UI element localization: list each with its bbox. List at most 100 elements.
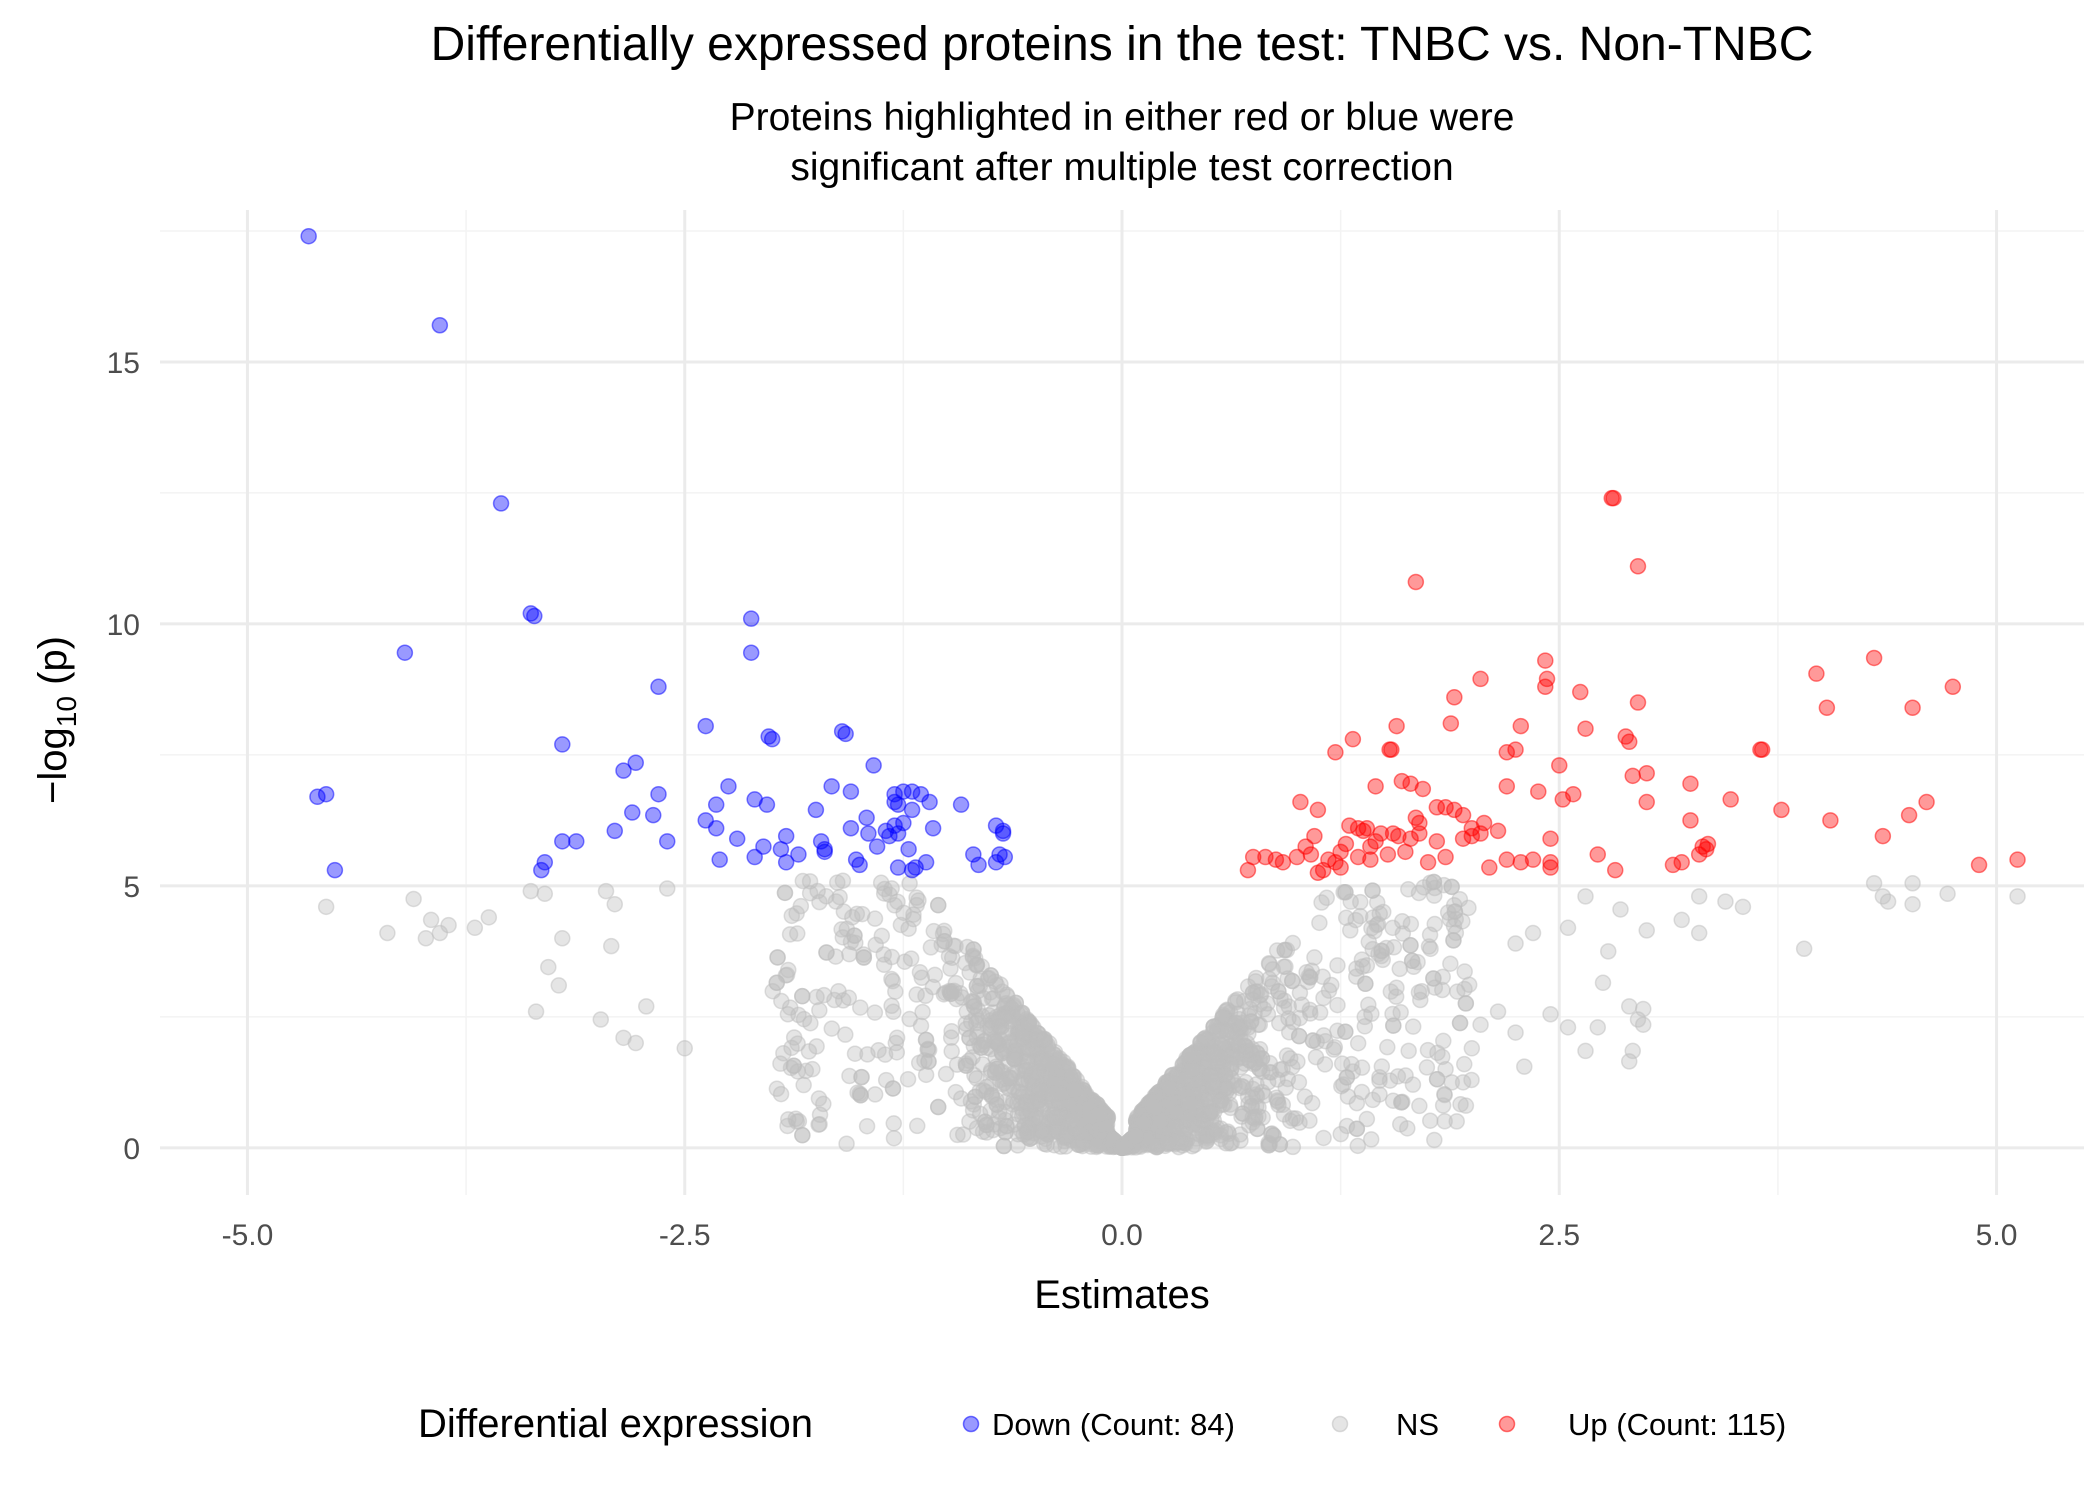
up-point bbox=[1542, 830, 1559, 847]
down-point bbox=[728, 830, 746, 847]
x-tick-label: 0.0 bbox=[1101, 1219, 1143, 1252]
down-point bbox=[758, 796, 776, 813]
ns-point bbox=[909, 1117, 926, 1135]
ns-point bbox=[1404, 1018, 1422, 1035]
up-point bbox=[1551, 757, 1568, 774]
up-point bbox=[1442, 715, 1460, 732]
up-point bbox=[1481, 859, 1498, 876]
ns-point bbox=[792, 897, 810, 915]
ns-point bbox=[1373, 1058, 1391, 1075]
ns-point bbox=[1939, 885, 1956, 902]
up-point bbox=[1865, 649, 1883, 667]
ns-point bbox=[1388, 979, 1405, 996]
ns-point bbox=[1397, 1067, 1414, 1084]
ns-point bbox=[990, 1010, 1007, 1028]
down-point bbox=[568, 833, 585, 850]
y-axis-title-subscript: 10 bbox=[51, 696, 82, 727]
ns-point bbox=[1364, 1091, 1381, 1109]
up-point bbox=[1524, 851, 1542, 868]
ns-point bbox=[1426, 879, 1443, 897]
up-point bbox=[1367, 778, 1384, 795]
down-point bbox=[554, 736, 571, 753]
ns-point bbox=[965, 998, 983, 1015]
ns-point bbox=[994, 983, 1011, 1000]
ns-point bbox=[1589, 1019, 1607, 1036]
ns-point bbox=[795, 1076, 812, 1094]
ns-point bbox=[1290, 1027, 1308, 1045]
chart-subtitle-line-2: significant after multiple test correcti… bbox=[790, 146, 1453, 189]
ns-point bbox=[911, 963, 929, 981]
ns-point bbox=[1157, 1121, 1175, 1139]
ns-point bbox=[592, 1011, 610, 1028]
ns-point bbox=[769, 949, 786, 966]
ns-point bbox=[1400, 1042, 1417, 1060]
up-point bbox=[1379, 846, 1397, 863]
ns-point bbox=[1018, 1093, 1035, 1111]
up-point bbox=[1507, 741, 1524, 758]
up-point bbox=[1489, 822, 1507, 840]
ns-point bbox=[1349, 1137, 1367, 1155]
down-point bbox=[881, 827, 898, 845]
legend-key-up bbox=[1498, 1415, 1516, 1433]
ns-point bbox=[1301, 1112, 1318, 1129]
ns-point bbox=[1364, 882, 1381, 899]
ns-point bbox=[1247, 1108, 1264, 1126]
ns-point bbox=[838, 1135, 855, 1152]
ns-point bbox=[1265, 1127, 1282, 1144]
chart-subtitle-line-1: Proteins highlighted in either red or bl… bbox=[730, 96, 1515, 139]
down-point bbox=[907, 859, 924, 876]
ns-point bbox=[954, 1126, 972, 1143]
down-point bbox=[492, 495, 510, 512]
ns-point bbox=[802, 1014, 819, 1032]
down-point bbox=[707, 819, 725, 837]
up-point bbox=[1629, 558, 1647, 575]
ns-point bbox=[1219, 1123, 1237, 1140]
ns-point bbox=[1457, 995, 1475, 1012]
ns-point bbox=[908, 896, 925, 914]
ns-point bbox=[924, 978, 942, 996]
down-point bbox=[615, 762, 632, 779]
up-point bbox=[1414, 780, 1432, 798]
up-point bbox=[1682, 812, 1699, 829]
ns-point bbox=[917, 1031, 935, 1049]
down-point bbox=[697, 717, 714, 735]
up-point bbox=[1475, 814, 1493, 832]
ns-point bbox=[885, 1129, 903, 1147]
ns-point bbox=[884, 1080, 902, 1097]
ns-point bbox=[1620, 1053, 1638, 1070]
y-axis-title-suffix: (p) bbox=[31, 636, 75, 696]
ns-point bbox=[1387, 988, 1405, 1005]
up-point bbox=[1407, 573, 1425, 591]
ns-point bbox=[1296, 1088, 1314, 1105]
ns-point bbox=[317, 898, 335, 916]
ns-point bbox=[968, 1070, 985, 1087]
up-point bbox=[1292, 793, 1309, 811]
ns-point bbox=[431, 924, 449, 942]
ns-point bbox=[1311, 914, 1328, 932]
ns-point bbox=[1690, 888, 1708, 905]
ns-point bbox=[853, 1068, 870, 1086]
down-point bbox=[807, 801, 825, 819]
ns-point bbox=[1337, 1023, 1354, 1040]
ns-point bbox=[1353, 951, 1371, 968]
ns-point bbox=[1337, 909, 1355, 927]
ns-point bbox=[1227, 994, 1244, 1011]
up-point bbox=[1341, 817, 1358, 834]
ns-point bbox=[1405, 958, 1422, 975]
ns-point bbox=[1443, 878, 1460, 896]
ns-point bbox=[1411, 1097, 1428, 1115]
ns-point bbox=[768, 974, 785, 992]
ns-point bbox=[1268, 1089, 1285, 1106]
ns-point bbox=[1197, 1031, 1215, 1049]
ns-point bbox=[841, 945, 858, 963]
ns-point bbox=[1168, 1105, 1186, 1122]
y-axis-title: −log10 (p) bbox=[31, 636, 82, 804]
up-point bbox=[1428, 833, 1446, 850]
up-point bbox=[1463, 827, 1481, 845]
up-point bbox=[1428, 799, 1446, 816]
ns-point bbox=[522, 882, 540, 900]
ns-point bbox=[1276, 992, 1293, 1009]
ns-point bbox=[1001, 1069, 1019, 1087]
up-point bbox=[1332, 859, 1349, 876]
up-point bbox=[1673, 854, 1690, 871]
